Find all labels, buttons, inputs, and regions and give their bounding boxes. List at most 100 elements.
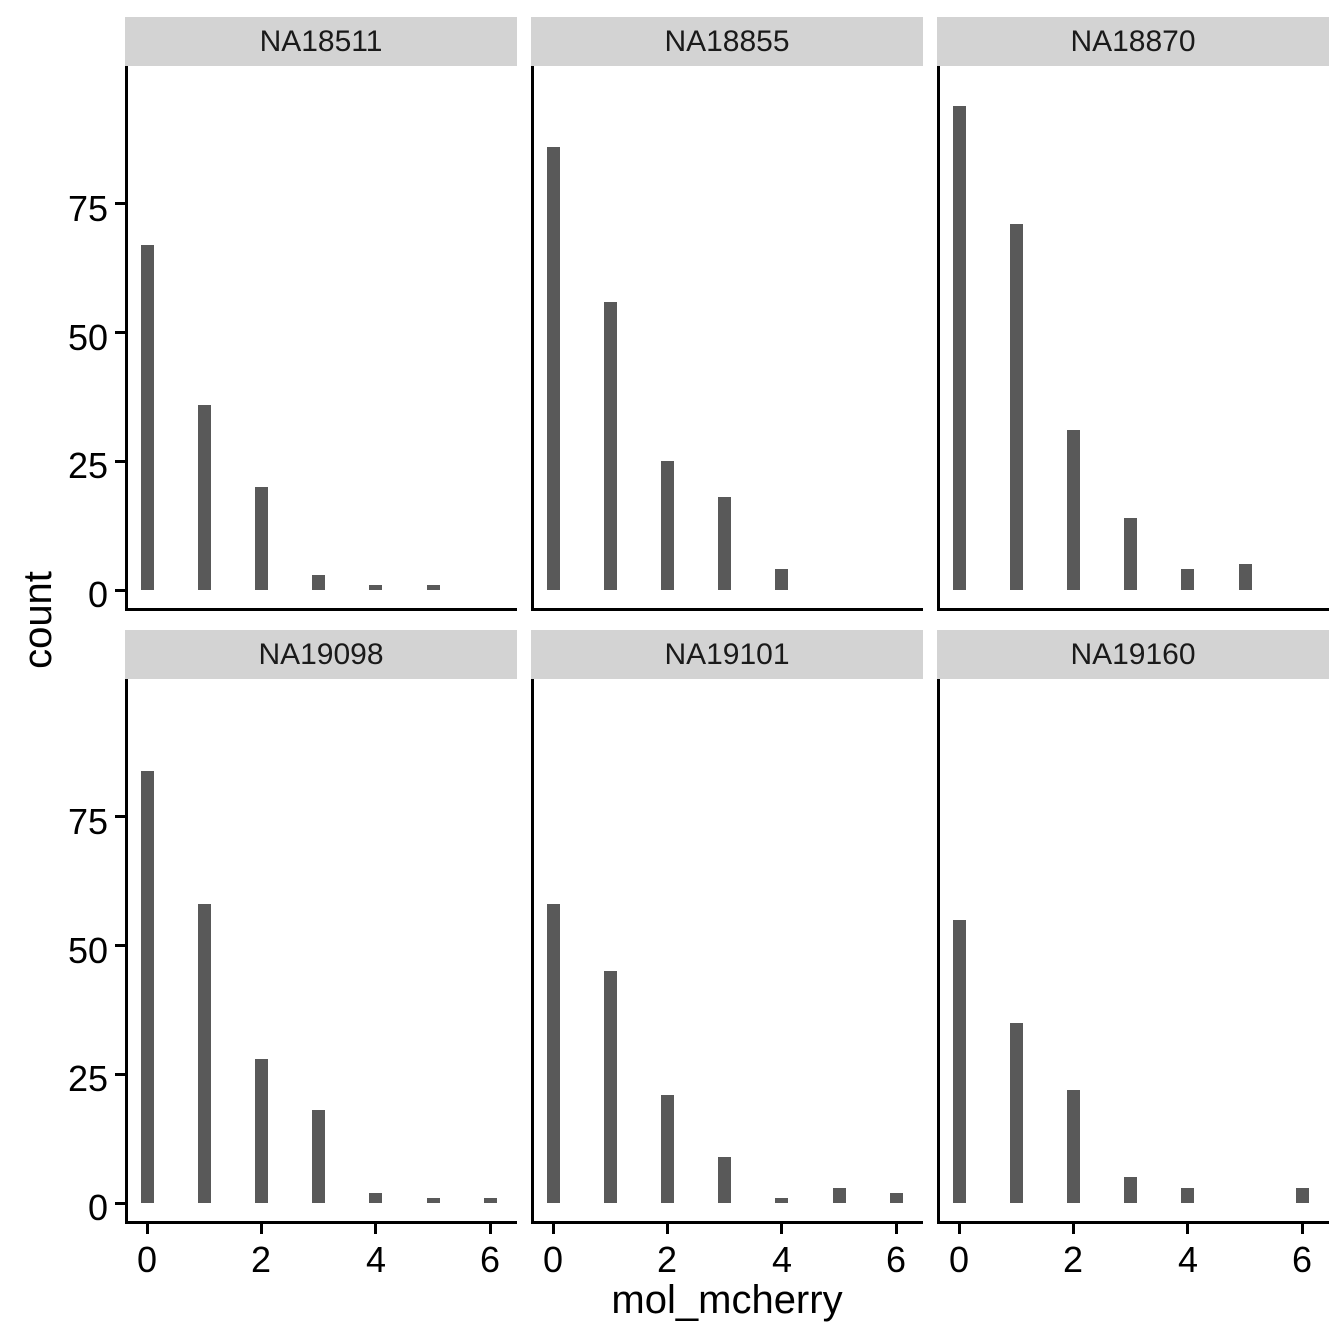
facet-strip: NA18511 (125, 17, 517, 66)
histogram-bar (1239, 564, 1252, 590)
histogram-bar (833, 1188, 846, 1203)
y-tick (115, 202, 125, 205)
histogram-bar (255, 487, 268, 590)
histogram-bar (661, 461, 674, 590)
histogram-bar (775, 569, 788, 590)
plot-area: 0 2 4 6 (937, 679, 1329, 1278)
y-tick (115, 589, 125, 592)
y-axis-line (531, 679, 534, 1224)
facet-strip-label: NA18855 (664, 24, 790, 58)
histogram-bar (1124, 1177, 1137, 1203)
y-axis-line (125, 679, 128, 1224)
y-tick-label: 50 (67, 930, 108, 971)
histogram-bar (775, 1198, 788, 1203)
x-tick (552, 1224, 555, 1234)
histogram-bar (369, 585, 382, 590)
x-axis-line (937, 1221, 1329, 1224)
y-axis-line (937, 679, 940, 1224)
plot-area: 0 2 4 6 (531, 679, 923, 1278)
x-tick-label: 4 (365, 1239, 387, 1280)
x-tick-label: 4 (1177, 1239, 1199, 1280)
y-tick-label: 25 (67, 1058, 108, 1099)
x-axis-line (937, 608, 1329, 611)
x-axis-line (125, 608, 517, 611)
y-tick (115, 1073, 125, 1076)
histogram-bar (427, 1198, 440, 1203)
plot-area (531, 66, 923, 611)
histogram-bar (141, 245, 154, 590)
histogram-bar (547, 147, 560, 590)
y-tick (115, 331, 125, 334)
y-tick-label: 50 (67, 317, 108, 358)
y-tick-label: 75 (67, 188, 108, 229)
x-tick (666, 1224, 669, 1234)
x-tick (895, 1224, 898, 1234)
x-tick (374, 1224, 377, 1234)
facet-strip-label: NA18511 (259, 24, 383, 58)
histogram-bar (604, 302, 617, 590)
facet-strip: NA18855 (531, 17, 923, 66)
histogram-bar (427, 585, 440, 590)
histogram-bar (198, 405, 211, 590)
histogram-bar (312, 1110, 325, 1203)
y-tick-label: 25 (67, 445, 108, 486)
x-tick (958, 1224, 961, 1234)
histogram-bar (1067, 430, 1080, 590)
histogram-bar (604, 971, 617, 1203)
x-tick (780, 1224, 783, 1234)
x-tick (1072, 1224, 1075, 1234)
histogram-bar (718, 1157, 731, 1203)
y-axis-line (531, 66, 534, 611)
facet-strip: NA19101 (531, 630, 923, 679)
histogram-bar (255, 1059, 268, 1203)
facet-strip-label: NA19160 (1070, 637, 1196, 671)
histogram-bar (661, 1095, 674, 1203)
x-axis-line (531, 1221, 923, 1224)
histogram-bar (890, 1193, 903, 1203)
x-axis-line (125, 1221, 517, 1224)
facet-strip: NA19098 (125, 630, 517, 679)
histogram-bar (1296, 1188, 1309, 1203)
x-tick (1301, 1224, 1304, 1234)
histogram-bar (312, 575, 325, 590)
x-tick-label: 2 (656, 1239, 678, 1280)
x-axis-title: mol_mcherry (611, 1278, 843, 1322)
histogram-bar (1181, 569, 1194, 590)
x-tick-label: 0 (542, 1239, 564, 1280)
plot-area: 0 25 50 75 (68, 66, 517, 613)
x-tick-label: 4 (771, 1239, 793, 1280)
histogram-bar (547, 904, 560, 1203)
y-tick (115, 815, 125, 818)
histogram-bar (1067, 1090, 1080, 1203)
histogram-bar (484, 1198, 497, 1203)
histogram-bar (953, 106, 966, 590)
facet-strip-label: NA19101 (664, 637, 790, 671)
histogram-bar (369, 1193, 382, 1203)
y-tick-label: 0 (87, 1187, 108, 1228)
y-tick (115, 944, 125, 947)
histogram-bar (1010, 224, 1023, 590)
y-tick-label: 75 (67, 801, 108, 842)
histogram-bar (718, 497, 731, 590)
x-tick-label: 0 (136, 1239, 158, 1280)
histogram-bar (1181, 1188, 1194, 1203)
histogram-bar (141, 771, 154, 1203)
histogram-bar (953, 920, 966, 1203)
facet-strip-label: NA18870 (1070, 24, 1196, 58)
y-tick (115, 1202, 125, 1205)
plot-area: 0 25 50 75 0 2 4 6 (68, 679, 517, 1278)
facet-strip: NA19160 (937, 630, 1329, 679)
histogram-bar (1124, 518, 1137, 590)
facet-strip: NA18870 (937, 17, 1329, 66)
x-tick-label: 6 (479, 1239, 501, 1280)
facet-strip-label: NA19098 (258, 637, 384, 671)
plot-area (937, 66, 1329, 611)
y-axis-line (937, 66, 940, 611)
x-axis-line (531, 608, 923, 611)
x-tick-label: 2 (250, 1239, 272, 1280)
histogram-bar (1010, 1023, 1023, 1203)
x-tick-label: 6 (1291, 1239, 1313, 1280)
y-tick (115, 460, 125, 463)
x-tick-label: 2 (1062, 1239, 1084, 1280)
x-tick (260, 1224, 263, 1234)
